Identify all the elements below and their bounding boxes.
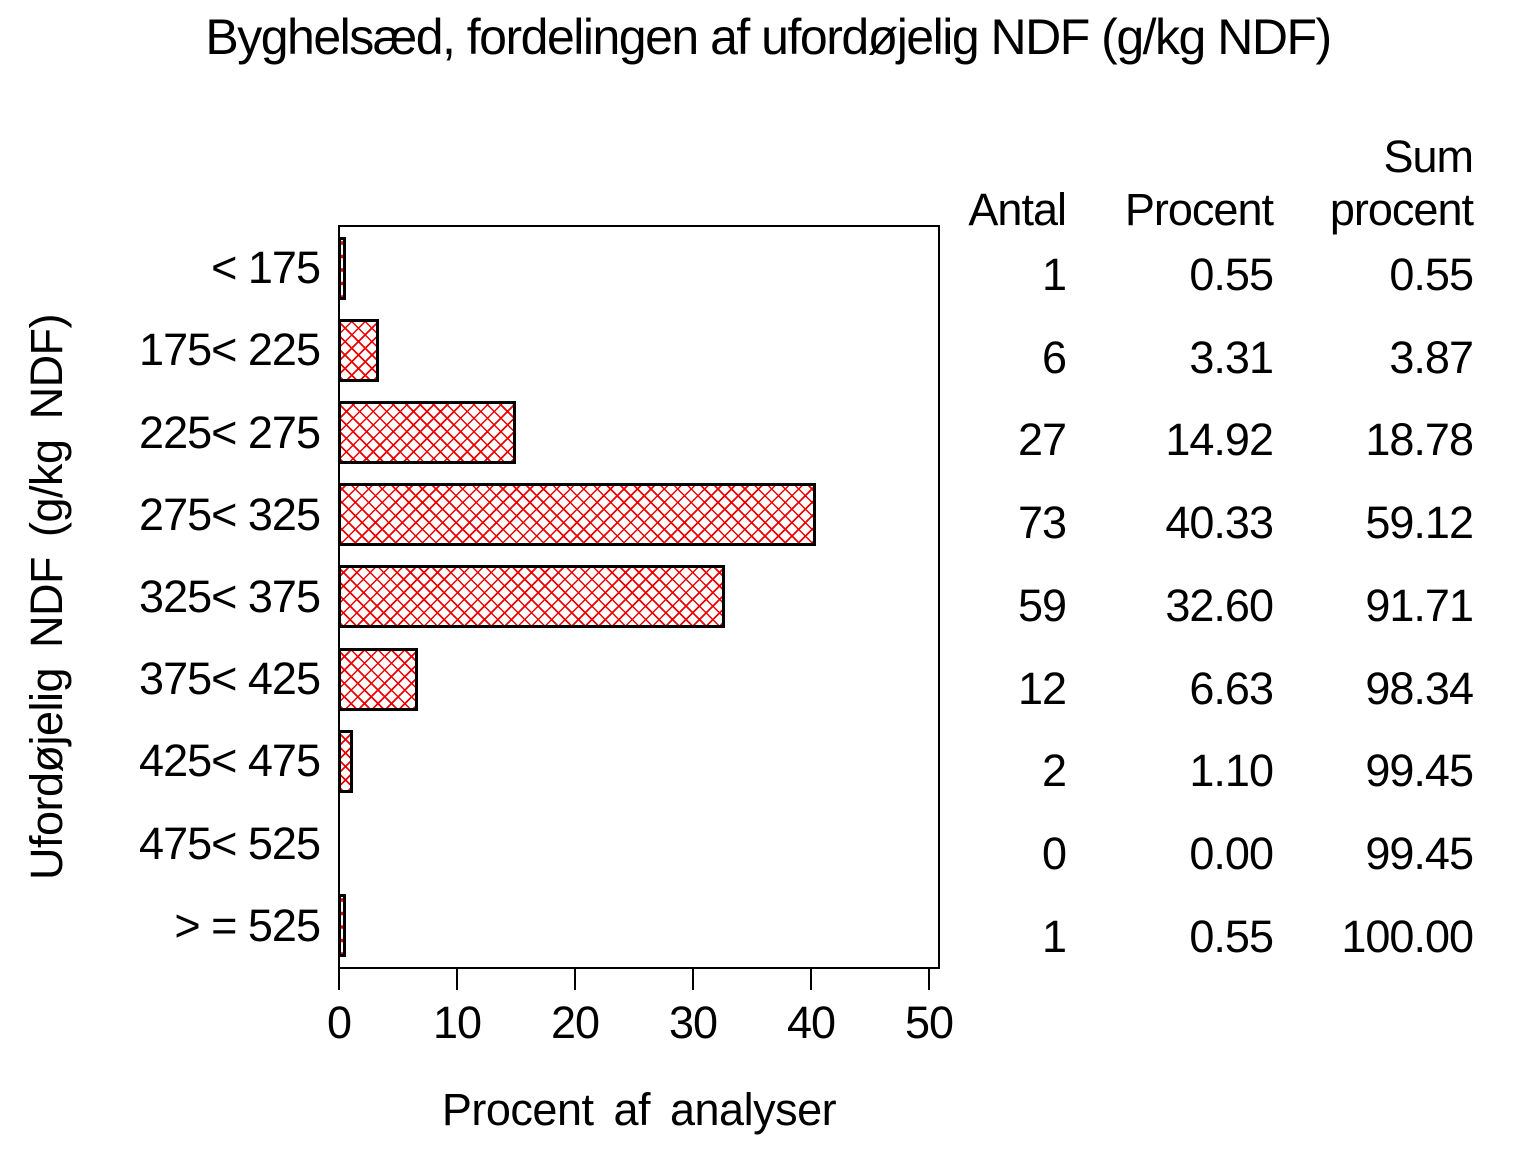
cell-antal: 6	[1041, 331, 1067, 383]
cell-procent: 40.33	[1165, 497, 1274, 549]
bar-175-225	[338, 318, 379, 382]
cell-sum-procent: 59.12	[1365, 497, 1474, 549]
cell-antal: 2	[1041, 745, 1067, 797]
cell-sum-procent: 98.34	[1365, 662, 1474, 714]
bar-275-325	[338, 483, 816, 547]
cell-procent: 6.63	[1189, 662, 1274, 714]
column-header-sum-procent: Sum procent	[1329, 131, 1474, 235]
plot-area	[338, 225, 940, 969]
cell-procent: 3.31	[1189, 331, 1274, 383]
cell-antal: 0	[1041, 827, 1067, 879]
y-category-label: 375< 425	[139, 653, 321, 705]
chart-title: Byghelsæd, fordelingen af ufordøjelig ND…	[205, 9, 1332, 65]
x-tick-label: 20	[550, 997, 600, 1048]
cell-antal: 27	[1017, 414, 1067, 466]
bar-425-475	[338, 729, 353, 793]
cell-antal: 59	[1017, 579, 1067, 631]
cell-procent: 0.55	[1189, 910, 1274, 962]
cell-antal: 1	[1041, 910, 1067, 962]
cell-procent: 1.10	[1189, 745, 1274, 797]
cell-sum-procent: 99.45	[1365, 827, 1474, 879]
cell-sum-procent: 100.00	[1341, 910, 1474, 962]
y-category-label: 175< 225	[139, 324, 321, 376]
y-category-label: 275< 325	[139, 488, 321, 540]
x-tick-mark	[928, 969, 930, 990]
bar-175	[338, 236, 346, 300]
y-category-label: > = 525	[174, 899, 321, 951]
x-tick-mark	[810, 969, 812, 990]
y-category-label: 225< 275	[139, 406, 321, 458]
y-category-label: 425< 475	[139, 735, 321, 787]
x-tick-label: 50	[904, 997, 954, 1048]
cell-sum-procent: 99.45	[1365, 745, 1474, 797]
x-axis-label: Procent af analyser	[441, 1084, 837, 1135]
x-tick-mark	[456, 969, 458, 990]
y-category-label: 325< 375	[139, 570, 321, 622]
bar-375-425	[338, 647, 418, 711]
x-tick-mark	[692, 969, 694, 990]
cell-procent: 32.60	[1165, 579, 1274, 631]
y-category-label: 475< 525	[139, 817, 321, 869]
x-tick-label: 40	[786, 997, 836, 1048]
y-category-label: < 175	[211, 242, 321, 294]
x-tick-label: 10	[432, 997, 482, 1048]
x-tick-mark	[574, 969, 576, 990]
bar-325-375	[338, 565, 725, 629]
cell-procent: 0.00	[1189, 827, 1274, 879]
cell-antal: 12	[1017, 662, 1067, 714]
bar-225-275	[338, 400, 516, 464]
bar-525	[338, 894, 346, 958]
cell-sum-procent: 0.55	[1389, 249, 1474, 300]
cell-antal: 73	[1017, 497, 1067, 549]
x-tick-label: 0	[326, 997, 352, 1048]
cell-sum-procent: 18.78	[1365, 414, 1474, 466]
column-header-procent: Procent	[1124, 184, 1274, 235]
y-axis-label: Ufordøjelig NDF (g/kg NDF)	[21, 313, 72, 881]
x-tick-label: 30	[668, 997, 718, 1048]
cell-sum-procent: 91.71	[1365, 579, 1474, 631]
cell-procent: 0.55	[1189, 249, 1274, 300]
cell-procent: 14.92	[1165, 414, 1274, 466]
cell-sum-procent: 3.87	[1389, 331, 1474, 383]
cell-antal: 1	[1041, 249, 1067, 300]
column-header-antal: Antal	[968, 184, 1067, 235]
x-tick-mark	[338, 969, 340, 990]
